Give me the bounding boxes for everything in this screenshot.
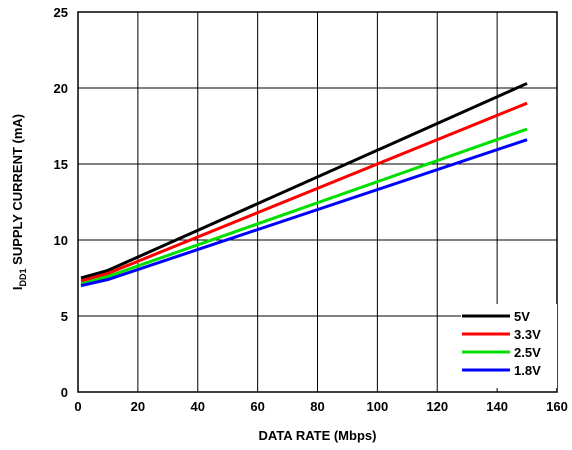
legend-label: 5V: [514, 309, 530, 324]
x-axis-label: DATA RATE (Mbps): [259, 428, 377, 443]
y-axis-label-rest: SUPPLY CURRENT (mA): [10, 114, 25, 269]
plot-frame: [77, 11, 558, 393]
x-tick-label: 100: [367, 399, 389, 414]
x-tick-label: 0: [74, 399, 81, 414]
legend-background: [461, 304, 557, 388]
legend-label: 2.5V: [514, 345, 541, 360]
y-axis-label-main: I: [10, 286, 25, 290]
series-line-5v: [80, 82, 528, 280]
x-tick-label: 140: [486, 399, 508, 414]
y-axis-label: IDD1 SUPPLY CURRENT (mA): [10, 114, 28, 290]
y-tick-labels: 0 5 10 15 20 25: [54, 5, 68, 400]
x-tick-labels: 0 20 40 60 80 100 120 140 160: [74, 399, 567, 414]
series-line-2-5v: [80, 127, 528, 286]
y-tick-label: 20: [54, 81, 68, 96]
y-tick-label: 0: [61, 385, 68, 400]
legend: 5V 3.3V 2.5V 1.8V: [461, 304, 557, 388]
series-layer: [80, 82, 528, 288]
y-tick-label: 25: [54, 5, 68, 20]
y-tick-label: 5: [61, 309, 68, 324]
y-axis-label-sub: DD1: [18, 268, 28, 286]
x-tick-label: 60: [250, 399, 264, 414]
y-tick-label: 10: [54, 233, 68, 248]
legend-label: 1.8V: [514, 363, 541, 378]
x-tick-label: 120: [426, 399, 448, 414]
x-tick-label: 20: [131, 399, 145, 414]
x-tick-label: 40: [191, 399, 205, 414]
x-tick-label: 80: [310, 399, 324, 414]
y-tick-label: 15: [54, 157, 68, 172]
series-line-3-3v: [80, 101, 528, 283]
x-tick-label: 160: [546, 399, 568, 414]
series-line-1-8v: [80, 138, 528, 288]
legend-label: 3.3V: [514, 327, 541, 342]
grid: [78, 12, 557, 392]
